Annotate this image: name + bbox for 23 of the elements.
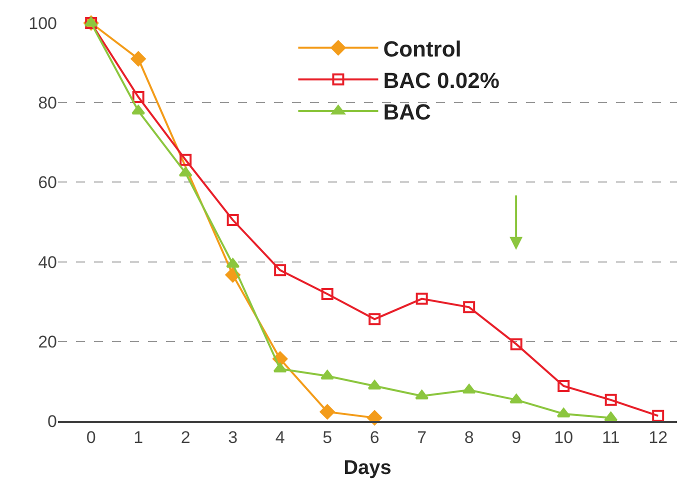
y-tick-label: 40	[38, 252, 57, 272]
x-tick-label: 5	[322, 428, 332, 448]
x-tick-label: 9	[512, 428, 522, 448]
y-tick-label: 100	[28, 14, 57, 33]
x-tick-label: 2	[180, 428, 190, 448]
y-tick-label: 20	[38, 332, 57, 352]
legend-label: BAC	[383, 100, 431, 125]
x-tick-label: 12	[648, 428, 668, 448]
x-tick-label: 0	[86, 428, 96, 448]
x-tick-label: 3	[228, 428, 238, 448]
x-tick-label: 6	[370, 428, 380, 448]
y-tick-label: 60	[38, 173, 57, 192]
x-tick-label: 4	[275, 428, 285, 448]
x-tick-label: 1	[134, 428, 144, 448]
y-tick-label: 80	[38, 94, 57, 113]
x-tick-label: 10	[554, 428, 574, 448]
legend-label: BAC 0.02%	[383, 68, 500, 93]
y-tick-label: 0	[48, 412, 57, 431]
x-tick-label: 7	[417, 428, 427, 448]
x-tick-label: 11	[602, 428, 620, 448]
x-tick-label: 8	[464, 428, 474, 448]
legend-label: Control	[383, 36, 462, 62]
x-axis-title: Days	[344, 457, 392, 480]
